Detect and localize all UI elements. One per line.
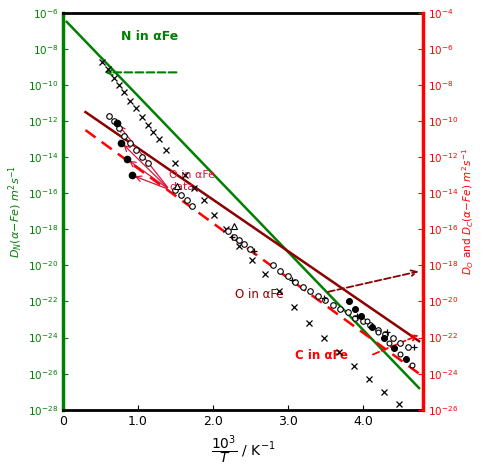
Text: O in αFe: O in αFe: [235, 288, 284, 301]
Text: O in αFe
data: O in αFe data: [170, 170, 215, 192]
X-axis label: $\dfrac{10^3}{T}\ /\ \mathrm{K}^{-1}$: $\dfrac{10^3}{T}\ /\ \mathrm{K}^{-1}$: [211, 433, 275, 466]
Y-axis label: $D_O\ \mathrm{and}\ D_C(\alpha\!-\!Fe)\ m^2s^{-1}$: $D_O\ \mathrm{and}\ D_C(\alpha\!-\!Fe)\ …: [461, 148, 476, 275]
Y-axis label: $D_N(\alpha\!-\!Fe)\ m^2s^{-1}$: $D_N(\alpha\!-\!Fe)\ m^2s^{-1}$: [7, 165, 25, 258]
Text: C in αFe: C in αFe: [296, 349, 348, 362]
Text: N in αFe: N in αFe: [121, 30, 179, 43]
